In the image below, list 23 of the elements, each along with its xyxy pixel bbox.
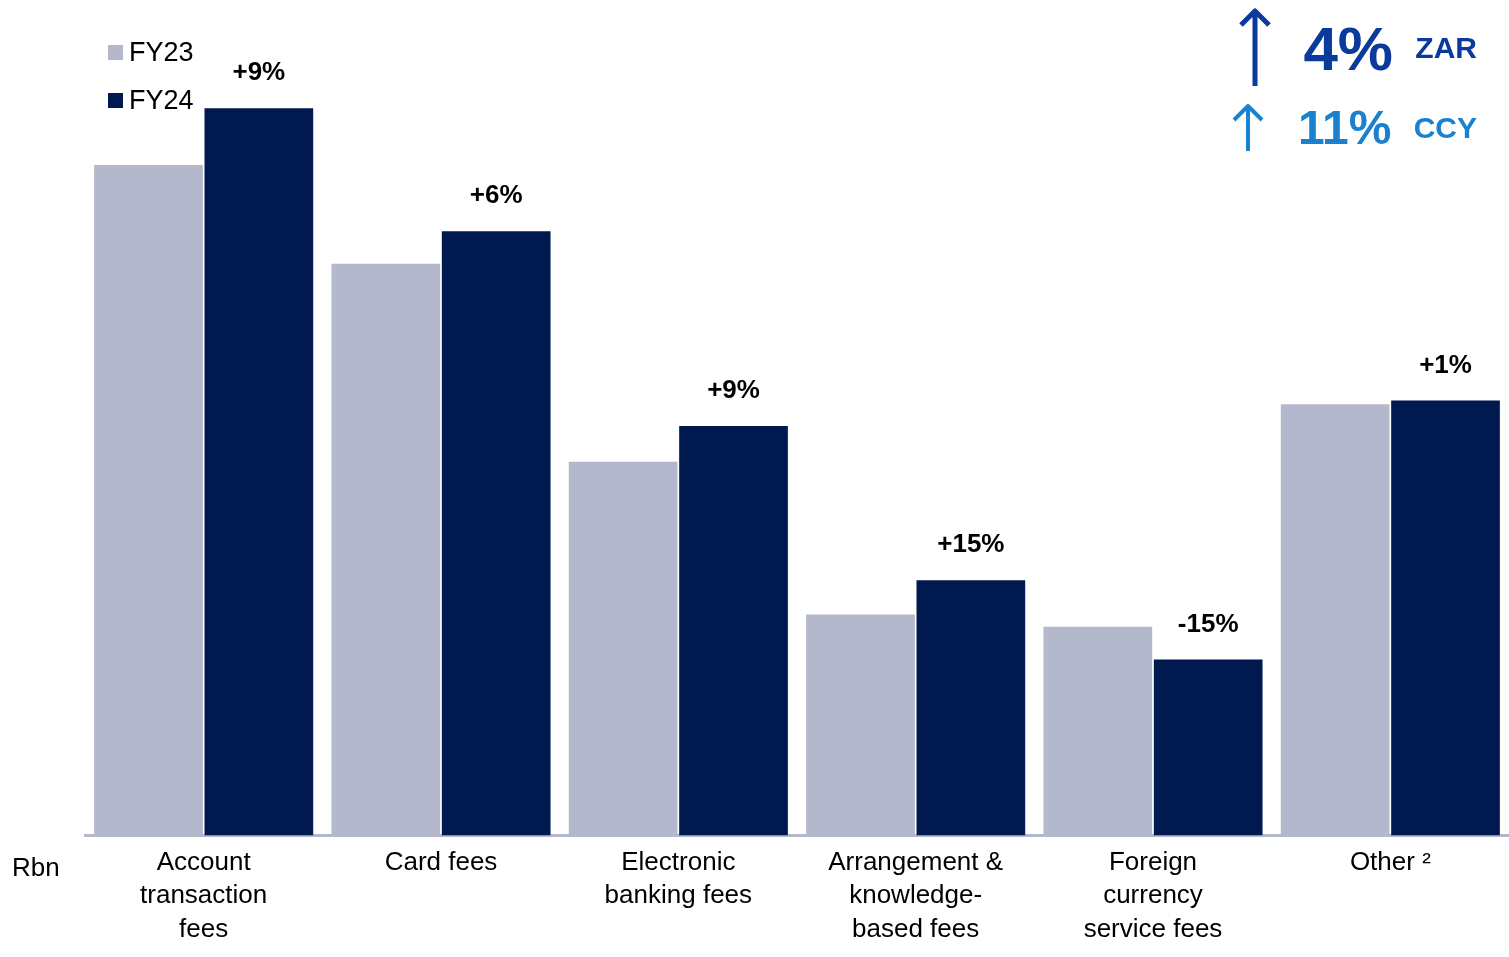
bar (679, 426, 788, 836)
annotation: +6% (469, 179, 523, 210)
x-tick-label: Account transaction fees (140, 845, 268, 944)
bar (441, 231, 551, 836)
annotation: +1% (1419, 348, 1472, 379)
annotation: +9% (707, 374, 760, 405)
bar (1153, 659, 1263, 836)
x-tick-label: Foreign currency service fees (1083, 845, 1223, 944)
y-axis-title: Rbn (12, 851, 60, 882)
annotation: +15% (937, 528, 1005, 559)
text: 4% ZAR (1303, 12, 1477, 84)
bar (916, 580, 1026, 836)
annotation: -15% (1177, 607, 1239, 638)
bar (1391, 400, 1500, 836)
legend-label: FY23 (129, 36, 194, 68)
x-tick-label: Card fees (384, 845, 498, 876)
annotation: +9% (232, 56, 286, 87)
bar (204, 108, 314, 836)
x-tick-label: Electronic banking fees (604, 845, 753, 910)
x-tick-label: Other ² (1349, 845, 1432, 876)
annotation: 11% CCY (1297, 100, 1477, 155)
legend-label: FY24 (129, 84, 194, 116)
x-tick-label: Arrangement & knowledge-based fees (828, 845, 1004, 944)
